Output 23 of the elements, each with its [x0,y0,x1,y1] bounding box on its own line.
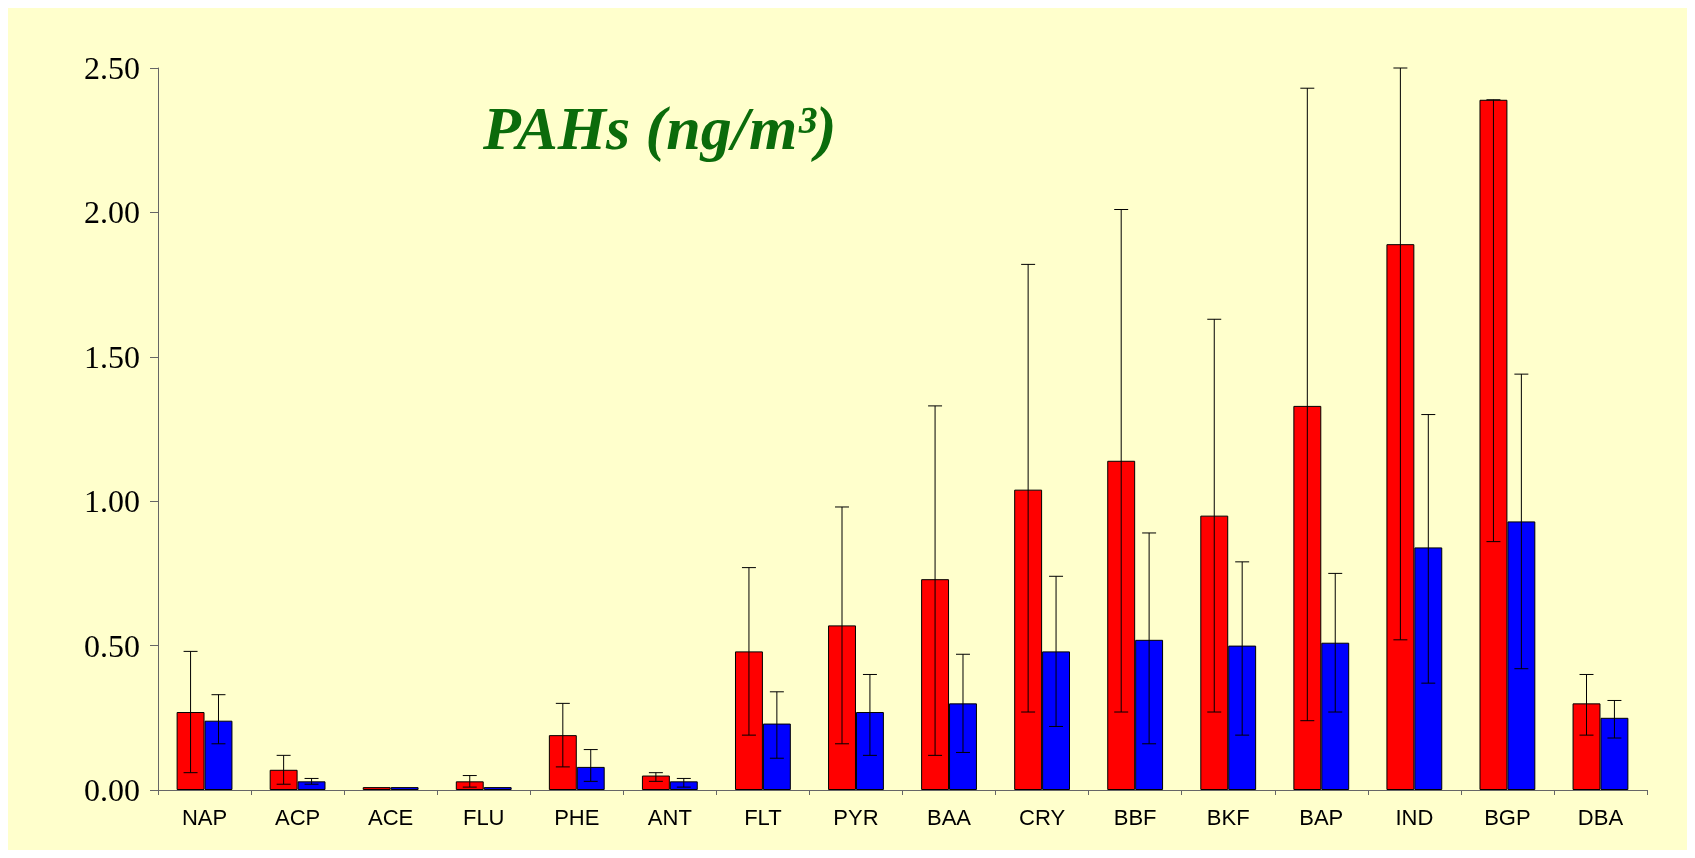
x-tick-label: ACP [274,804,321,830]
x-tick-label: BGP [1484,804,1531,830]
x-tick-label: PHE [554,804,600,830]
x-tick-label: FLU [462,804,505,830]
x-tick-label: PYR [833,804,879,830]
x-tick-label: BKF [1206,804,1250,830]
x-tick-label: BAA [927,804,972,830]
x-tick-label: CRY [1019,804,1066,830]
y-tick-label: 1.50 [84,338,140,375]
y-tick-label: 1.00 [84,483,140,520]
y-tick-label: 0.00 [84,772,140,808]
y-tick-label: 0.50 [84,627,140,664]
x-tick-label: BBF [1113,804,1157,830]
x-tick-label: ANT [647,804,692,830]
x-tick-label: DBA [1577,804,1624,830]
y-tick-label: 2.00 [84,194,140,231]
y-tick-label: 2.50 [84,50,140,86]
x-tick-label: BAP [1299,804,1344,830]
x-tick-label: FLT [744,804,782,830]
x-tick-label: ACE [368,804,414,830]
x-tick-label: NAP [181,804,228,830]
chart-title: PAHs (ng/m³) [482,94,837,164]
x-tick-label: IND [1395,804,1434,830]
